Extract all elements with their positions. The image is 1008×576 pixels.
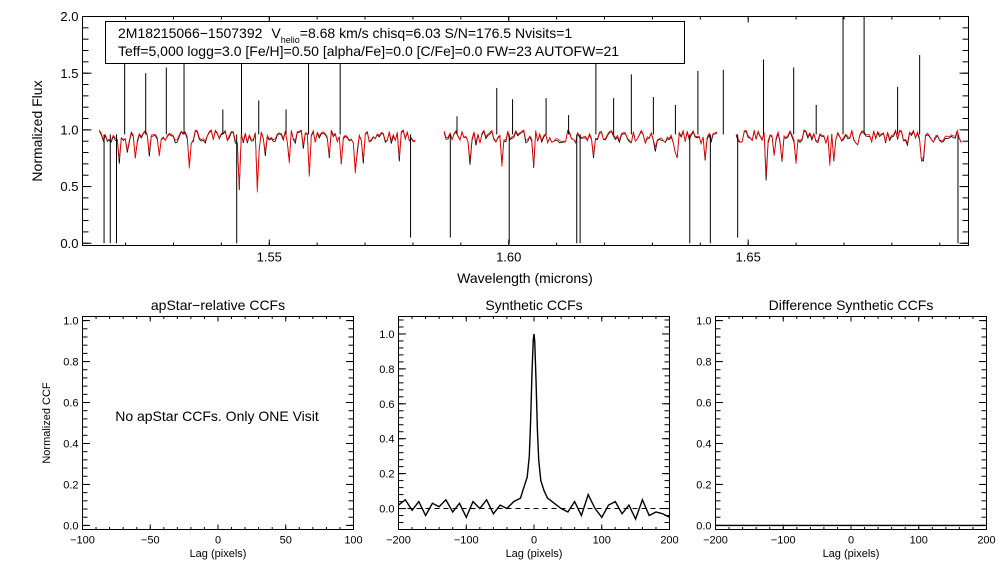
header-v-prefix: V xyxy=(271,25,281,41)
model-spectrum-chip-1 xyxy=(98,129,416,193)
x-tick-label: 0 xyxy=(531,535,537,547)
header-box: 2M18215066−1507392 Vhelio=8.68 km/s chisq… xyxy=(105,21,685,64)
apstar-ccf-title: apStar−relative CCFs xyxy=(151,297,285,313)
y-tick-label: 2.0 xyxy=(60,9,78,24)
y-tick-label: 0.4 xyxy=(63,438,78,450)
x-tick-label: 100 xyxy=(344,535,362,547)
spectrum-series xyxy=(98,16,962,244)
synthetic-ccf-panel: −200 −100 0 100 200 0.0 0.2 0.4 0.6 0.8 1.0 Synthe… xyxy=(379,297,678,560)
synthetic-ccf-axes-frame xyxy=(398,316,670,530)
x-tick-label: 50 xyxy=(280,535,292,547)
header-star-id: 2M18215066−1507392 xyxy=(118,25,263,41)
y-tick-label: 1.0 xyxy=(60,123,78,138)
y-tick-label: 0.0 xyxy=(379,504,394,516)
x-tick-label: 100 xyxy=(593,535,611,547)
difference-ccf-title: Difference Synthetic CCFs xyxy=(769,297,934,313)
spectrum-panel: 1.55 1.60 1.65 0.0 0.5 1.0 1.5 2.0 Wavelength (… xyxy=(29,9,969,286)
header-stats: =8.68 km/s chisq=6.03 S/N=176.5 Nvisits=… xyxy=(300,25,573,41)
no-ccf-note: No apStar CCFs. Only ONE Visit xyxy=(115,408,319,424)
y-tick-label: 0.8 xyxy=(379,364,394,376)
observed-spectrum-chip-2 xyxy=(443,130,718,168)
difference-ccf-ticks: −200 −100 0 100 200 0.0 0.2 0.4 0.6 0.8 1.0 xyxy=(696,316,995,547)
y-tick-label: 1.0 xyxy=(63,316,78,328)
x-tick-label: −100 xyxy=(771,535,796,547)
apstar-ccf-xlabel: Lag (pixels) xyxy=(190,548,247,560)
series-ccf xyxy=(398,333,670,521)
header-box-frame xyxy=(105,21,685,64)
y-tick-label: 1.0 xyxy=(696,316,711,328)
y-tick-label: 0.0 xyxy=(63,520,78,532)
y-tick-label: 0.4 xyxy=(379,434,394,446)
x-tick-label: 200 xyxy=(977,535,995,547)
apstar-ccf-ticks: −100 −50 0 50 100 0.0 0.2 0.4 0.6 0.8 1.0 xyxy=(63,316,362,547)
x-tick-label: 0 xyxy=(848,535,854,547)
model-spectrum-chip-3 xyxy=(735,128,962,175)
x-tick-label: 1.60 xyxy=(496,250,521,265)
x-tick-label: 1.55 xyxy=(257,250,282,265)
x-tick-label: 100 xyxy=(910,535,928,547)
y-tick-label: 0.2 xyxy=(696,479,711,491)
y-tick-label: 0.8 xyxy=(696,357,711,369)
synthetic-ccf-title: Synthetic CCFs xyxy=(485,297,582,313)
spectrum-axes-frame xyxy=(82,16,969,246)
x-tick-label: −100 xyxy=(70,535,95,547)
apstar-ccf-ylabel: Normalized CCF xyxy=(41,382,53,464)
x-tick-label: −200 xyxy=(703,535,728,547)
header-line-1: 2M18215066−1507392 Vhelio=8.68 km/s chisq… xyxy=(118,25,572,45)
synthetic-ccf-xlabel: Lag (pixels) xyxy=(506,548,563,560)
difference-ccf-panel: −200 −100 0 100 200 0.0 0.2 0.4 0.6 0.8 1.0 Differ… xyxy=(696,297,995,560)
difference-ccf-axes-frame xyxy=(715,316,987,530)
y-tick-label: 0.2 xyxy=(379,469,394,481)
x-tick-label: 1.65 xyxy=(736,250,761,265)
model-spectrum-chip-2 xyxy=(443,129,718,167)
difference-ccf-xlabel: Lag (pixels) xyxy=(823,548,880,560)
header-line-2: Teff=5,000 logg=3.0 [Fe/H]=0.50 [alpha/F… xyxy=(118,43,619,59)
x-tick-label: 0 xyxy=(215,535,221,547)
header-v-subscript: helio xyxy=(281,35,300,45)
spectrum-ylabel: Normalized Flux xyxy=(29,80,45,181)
synthetic-ccf-series xyxy=(398,333,670,521)
x-tick-label: −100 xyxy=(454,535,479,547)
apstar-ccf-panel: −100 −50 0 50 100 0.0 0.2 0.4 0.6 0.8 1.0 apStar−r… xyxy=(41,297,363,560)
spectrum-ticks: 1.55 1.60 1.65 0.0 0.5 1.0 1.5 2.0 xyxy=(60,9,969,265)
y-tick-label: 0.6 xyxy=(696,397,711,409)
synthetic-ccf-ticks: −200 −100 0 100 200 0.0 0.2 0.4 0.6 0.8 1.0 xyxy=(379,316,679,547)
y-tick-label: 0.6 xyxy=(63,397,78,409)
y-tick-label: 0.8 xyxy=(63,357,78,369)
spectrum-xlabel: Wavelength (microns) xyxy=(457,270,593,286)
x-tick-label: −200 xyxy=(386,535,411,547)
y-tick-label: 1.5 xyxy=(60,66,78,81)
y-tick-label: 1.0 xyxy=(379,329,394,341)
x-tick-label: 200 xyxy=(660,535,678,547)
observed-spectrum-chip-3 xyxy=(735,129,962,181)
y-tick-label: 0.2 xyxy=(63,479,78,491)
y-tick-label: 0.0 xyxy=(60,236,78,251)
x-tick-label: −50 xyxy=(141,535,160,547)
y-tick-label: 0.4 xyxy=(696,438,711,450)
y-tick-label: 0.5 xyxy=(60,179,78,194)
y-tick-label: 0.6 xyxy=(379,399,394,411)
y-tick-label: 0.0 xyxy=(696,520,711,532)
